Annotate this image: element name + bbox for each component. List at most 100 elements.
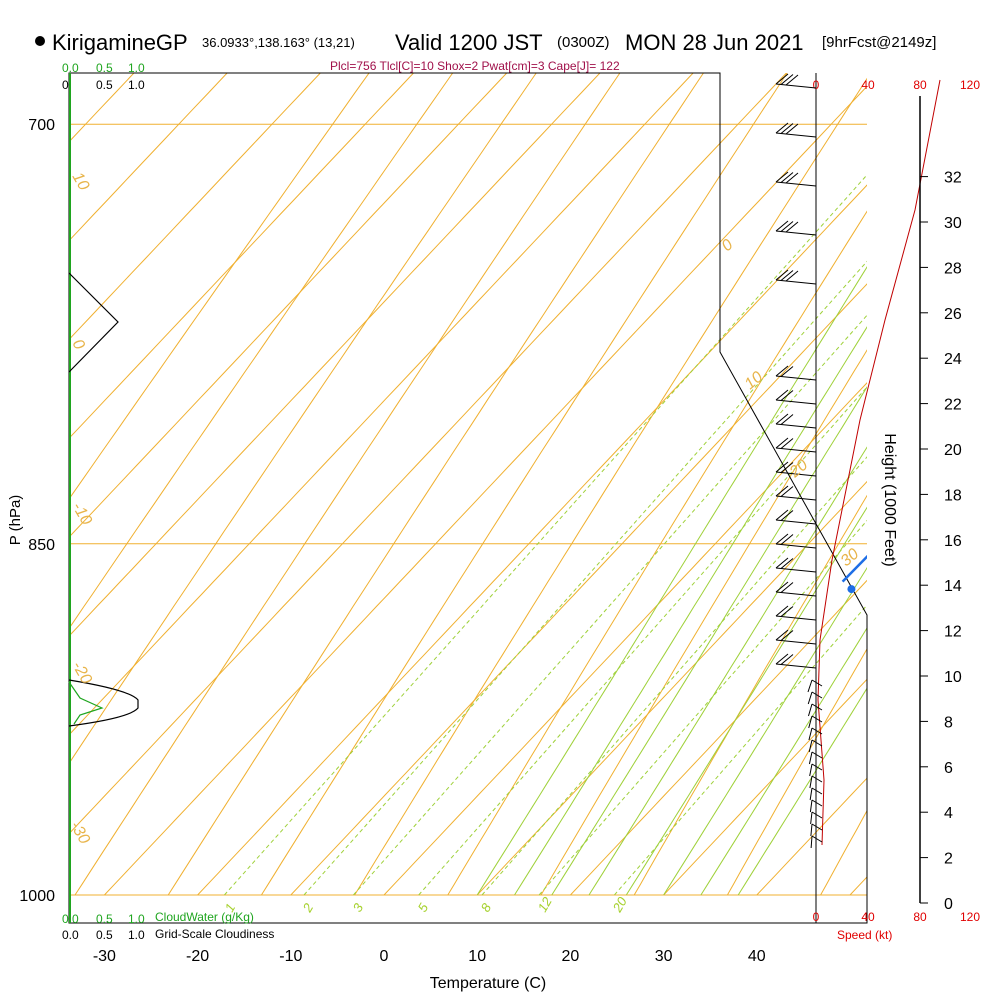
cloudiness-profile-upper (68, 272, 119, 373)
wind-barb (775, 629, 817, 645)
wind-barb (809, 775, 823, 789)
speed-tick-label: 40 (861, 78, 875, 92)
forecast-info: [9hrFcst@2149z] (822, 34, 936, 51)
wind-barb (808, 703, 823, 717)
moist-adiabat (663, 567, 867, 896)
wind-barb (809, 799, 823, 813)
scale-tick-label: 0.0 (62, 61, 79, 75)
scale-tick-label: 0.0 (62, 928, 79, 942)
surface-temperature-dot (931, 585, 939, 593)
mixing-ratio-label: 20 (609, 894, 630, 916)
valid-time: Valid 1200 JST (395, 30, 543, 55)
moist-adiabat (551, 386, 867, 896)
wind-barb (808, 727, 823, 741)
cloudiness-profile-lower (68, 679, 139, 727)
height-tick-label: 22 (944, 397, 962, 414)
plot-frame (68, 72, 868, 924)
dry-adiabat (74, 73, 621, 896)
temperature-tick-label: -30 (93, 948, 116, 965)
isotherm (69, 73, 322, 341)
isotherm (290, 283, 867, 896)
wind-barb (775, 461, 817, 477)
pressure-tick-label: 850 (28, 537, 55, 554)
temperature-tick-label: 40 (748, 948, 766, 965)
dry-adiabat (69, 73, 370, 500)
isotherm (69, 73, 601, 637)
wind-barb (775, 653, 817, 669)
isotherm (69, 73, 415, 440)
isotherm (0, 0, 1000, 895)
utc-time: (0300Z) (557, 34, 610, 51)
speed-tick-label: 120 (960, 78, 980, 92)
scale-tick-label: 1.0 (128, 78, 145, 92)
dry-adiabat (260, 73, 788, 896)
mixing-ratio-label: 2 (299, 900, 316, 915)
scale-tick-label: 0.0 (62, 912, 79, 926)
station-coords: 36.0933°,138.163° (13,21) (202, 35, 355, 50)
scale-tick-label: 1.0 (128, 61, 145, 75)
mixing-ratio-line (303, 260, 867, 896)
moist-adiabat (625, 506, 867, 896)
height-tick-label: 30 (944, 215, 962, 232)
wind-barb (807, 691, 823, 705)
scale-tick-label: 0.5 (96, 928, 113, 942)
isotherm (0, 0, 1000, 895)
y-axis-label: P (hPa) (7, 495, 24, 546)
isotherm (69, 73, 788, 835)
wind-barb (775, 557, 817, 573)
scale-tick-label: 0.5 (96, 912, 113, 926)
stability-indices: Plcl=756 Tlcl[C]=10 Shox=2 Pwat[cm]=3 Ca… (330, 59, 620, 73)
scale-tick-label: 1.0 (128, 928, 145, 942)
mixing-ratio-line (538, 519, 867, 896)
moist-adiabat (476, 266, 867, 896)
moist-adiabat (588, 446, 867, 896)
height-tick-label: 32 (944, 170, 962, 187)
station-name: KirigamineGP (52, 30, 188, 55)
pressure-tick-label: 1000 (19, 888, 55, 905)
mixing-ratio-line (418, 386, 867, 896)
dry-adiabat (447, 210, 867, 896)
wind-barb (775, 437, 817, 453)
isotherm (197, 184, 867, 896)
dry-adiabat (820, 809, 867, 896)
wind-barb (775, 122, 817, 138)
height-tick-label: 8 (944, 714, 953, 731)
height-tick-label: 4 (944, 805, 953, 822)
isotherm (69, 73, 694, 736)
temperature-tick-label: -20 (186, 948, 209, 965)
speed-tick-label: 120 (960, 910, 980, 924)
wind-barb (775, 413, 817, 429)
wind-barb (775, 605, 817, 621)
wind-speed-profile (817, 79, 941, 846)
diagram-grid (0, 0, 1000, 896)
dry-adiabat (354, 77, 867, 896)
height-tick-label: 24 (944, 351, 962, 368)
wind-barb (808, 739, 823, 753)
pressure-axis: 2503004005007008501000 (19, 117, 55, 905)
wind-barb (808, 715, 823, 729)
wind-barb (775, 73, 817, 89)
height-tick-label: 28 (944, 260, 962, 277)
dry-adiabat (69, 73, 537, 765)
scale-tick-label: 0 (62, 78, 69, 92)
wind-barbs (775, 73, 823, 849)
pressure-tick-label: 700 (28, 117, 55, 134)
speed-tick-label: 80 (913, 910, 927, 924)
isotherm (0, 0, 1000, 895)
isotherm (383, 382, 867, 896)
wind-barb (809, 787, 823, 801)
top-scales: 0.0 0.5 1.0 0 0.5 1.0 0.0 0.5 1.0 0.0 0.5 1.0 (62, 61, 145, 942)
wind-barb (775, 581, 817, 597)
speed-tick-label: 40 (861, 910, 875, 924)
mixing-ratio-label: 12 (535, 894, 556, 915)
speed-tick-label: 80 (913, 78, 927, 92)
moist-adiabat (514, 326, 867, 896)
height-tick-label: 0 (944, 896, 953, 913)
dry-adiabat-label: 10 (742, 369, 767, 394)
height-tick-label: 26 (944, 306, 962, 323)
temperature-axis: -30 -20 -10 0 10 20 30 40 (93, 948, 766, 965)
temperature-tick-label: 0 (380, 948, 389, 965)
wind-barb (775, 171, 817, 187)
